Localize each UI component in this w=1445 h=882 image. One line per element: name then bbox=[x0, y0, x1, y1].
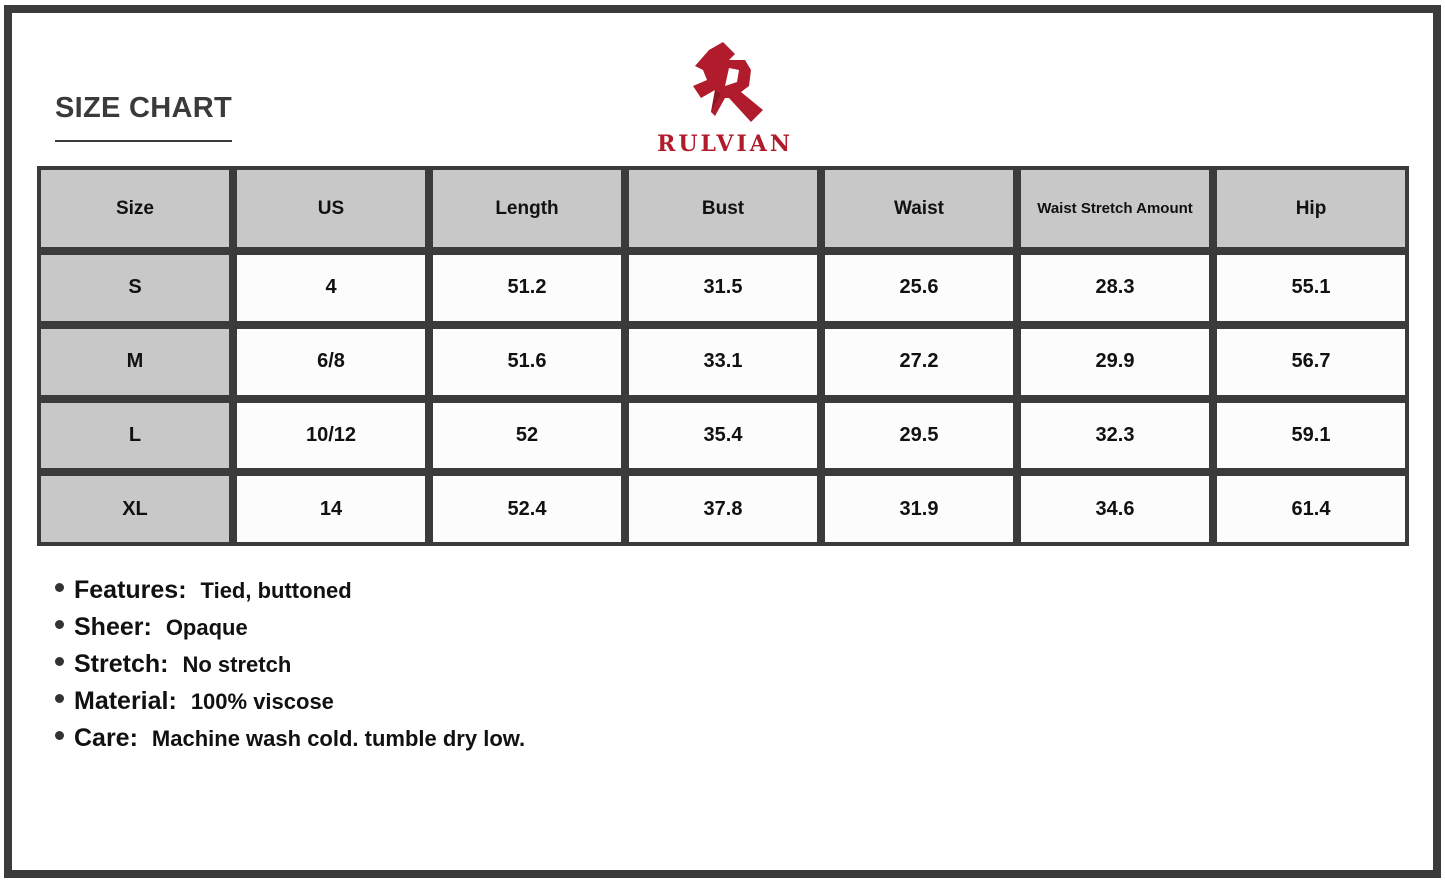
table-cell: 33.1 bbox=[629, 328, 817, 395]
feature-label: Care: bbox=[74, 724, 138, 752]
table-cell: 51.2 bbox=[433, 255, 621, 321]
feature-item: Stretch: No stretch bbox=[55, 650, 525, 687]
feature-value: 100% viscose bbox=[190, 689, 334, 714]
column-header: Bust bbox=[629, 170, 817, 247]
feature-label: Features: bbox=[74, 576, 187, 604]
feature-label: Stretch: bbox=[74, 650, 169, 678]
title-underline bbox=[55, 140, 232, 142]
row-header: S bbox=[41, 255, 229, 321]
table-cell: 29.9 bbox=[1021, 328, 1209, 395]
table-cell: 34.6 bbox=[1021, 476, 1209, 542]
table-cell: 35.4 bbox=[629, 402, 817, 469]
column-header: Size bbox=[41, 170, 229, 247]
table-cell: 4 bbox=[237, 255, 425, 321]
feature-item: Care: Machine wash cold. tumble dry low. bbox=[55, 724, 525, 761]
column-header: Waist bbox=[825, 170, 1013, 247]
feature-item: Features: Tied, buttoned bbox=[55, 576, 525, 613]
table-cell: 56.7 bbox=[1217, 328, 1405, 395]
feature-item: Sheer: Opaque bbox=[55, 613, 525, 650]
brand-r-icon bbox=[693, 42, 763, 122]
table-cell: 31.5 bbox=[629, 255, 817, 321]
table-cell: 52 bbox=[433, 402, 621, 469]
feature-label: Material: bbox=[74, 687, 177, 715]
column-header: US bbox=[237, 170, 425, 247]
feature-value: Opaque bbox=[165, 615, 248, 640]
bullet-icon bbox=[55, 731, 64, 740]
table-cell: 10/12 bbox=[237, 402, 425, 469]
column-header: Waist Stretch Amount bbox=[1021, 170, 1209, 247]
table-cell: 51.6 bbox=[433, 328, 621, 395]
table-cell: 27.2 bbox=[825, 328, 1013, 395]
bullet-icon bbox=[55, 694, 64, 703]
row-header: XL bbox=[41, 476, 229, 542]
table-cell: 37.8 bbox=[629, 476, 817, 542]
feature-label: Sheer: bbox=[74, 613, 152, 641]
column-header: Hip bbox=[1217, 170, 1405, 247]
row-header: M bbox=[41, 328, 229, 395]
row-header: L bbox=[41, 402, 229, 469]
table-cell: 25.6 bbox=[825, 255, 1013, 321]
feature-value: Tied, buttoned bbox=[200, 578, 352, 603]
table-cell: 61.4 bbox=[1217, 476, 1405, 542]
feature-value: No stretch bbox=[182, 652, 292, 677]
brand-name: RULVIAN bbox=[657, 131, 793, 157]
table-cell: 55.1 bbox=[1217, 255, 1405, 321]
bullet-icon bbox=[55, 583, 64, 592]
table-cell: 52.4 bbox=[433, 476, 621, 542]
brand-logo: RULVIAN bbox=[650, 40, 800, 157]
feature-list: Features: Tied, buttoned Sheer: Opaque Stret… bbox=[55, 576, 525, 761]
table-cell: 6/8 bbox=[237, 328, 425, 395]
column-header: Length bbox=[433, 170, 621, 247]
size-table: Size US Length Bust Waist Waist Stretch Amoun… bbox=[37, 166, 1409, 546]
table-cell: 32.3 bbox=[1021, 402, 1209, 469]
table-cell: 31.9 bbox=[825, 476, 1013, 542]
bullet-icon bbox=[55, 657, 64, 666]
page-title: SIZE CHART bbox=[55, 92, 232, 124]
feature-item: Material: 100% viscose bbox=[55, 687, 525, 724]
table-cell: 28.3 bbox=[1021, 255, 1209, 321]
bullet-icon bbox=[55, 620, 64, 629]
table-cell: 59.1 bbox=[1217, 402, 1405, 469]
table-cell: 14 bbox=[237, 476, 425, 542]
feature-value: Machine wash cold. tumble dry low. bbox=[151, 726, 526, 751]
table-cell: 29.5 bbox=[825, 402, 1013, 469]
